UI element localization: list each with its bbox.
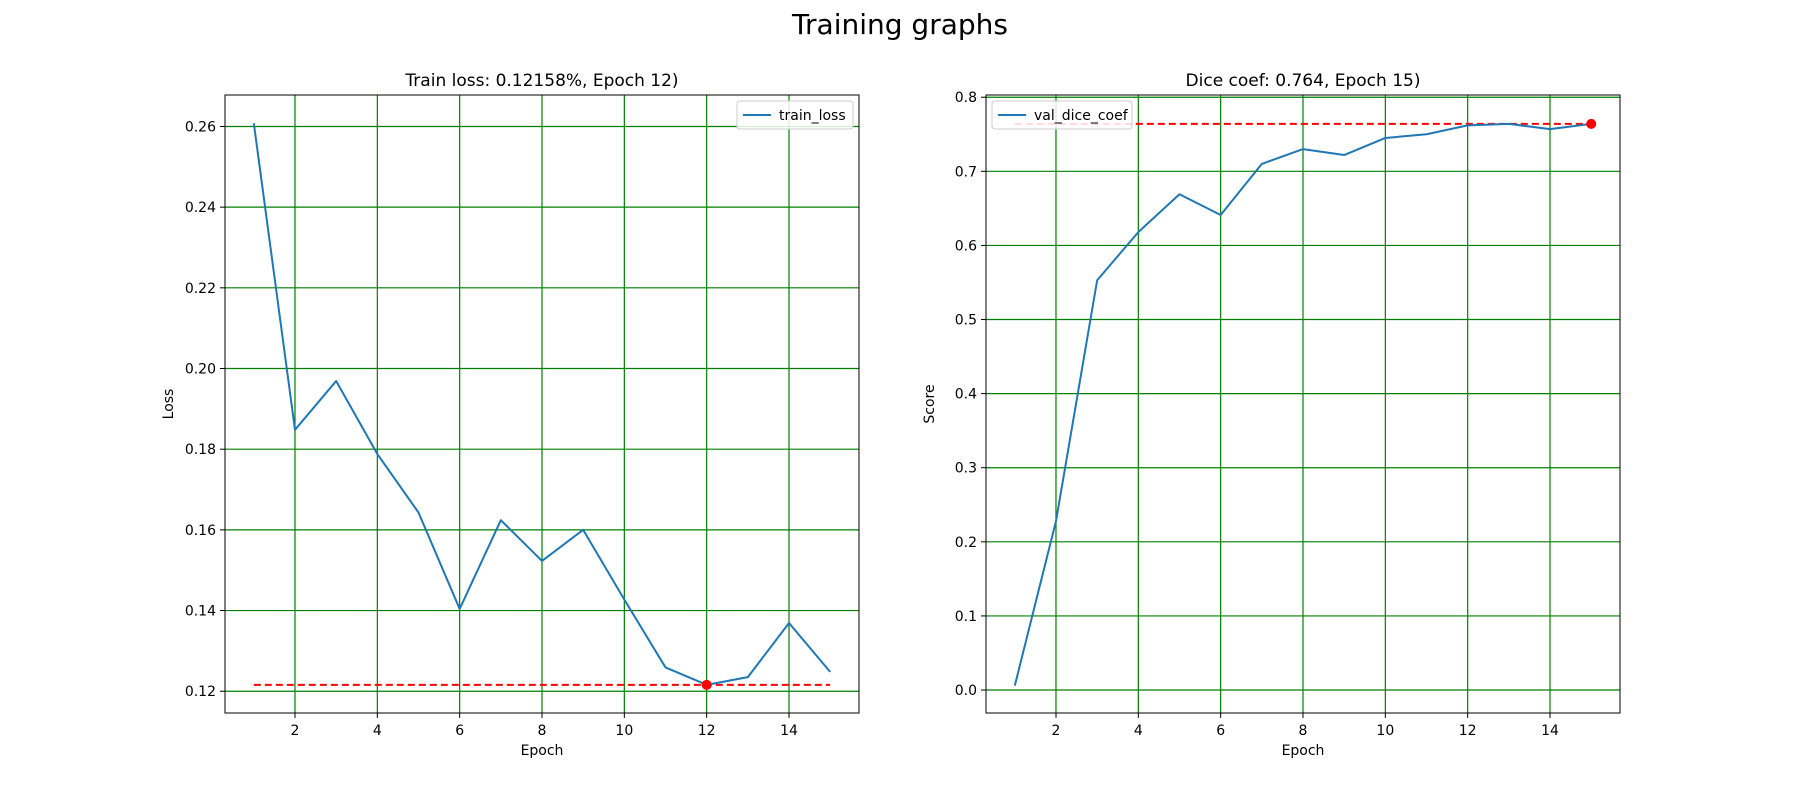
x-tick-label: 10 — [1376, 723, 1394, 739]
best-point-marker — [701, 679, 712, 690]
y-tick-label: 0.12 — [185, 684, 216, 700]
y-tick-label: 0.1 — [955, 609, 977, 625]
y-tick-label: 0.2 — [955, 535, 977, 551]
legend-label: train_loss — [779, 108, 846, 124]
y-tick-label: 0.14 — [185, 604, 216, 620]
legend-box — [991, 100, 1133, 130]
x-tick-label: 2 — [1052, 723, 1061, 739]
y-tick-label: 0.3 — [955, 461, 977, 477]
y-tick-label: 0.20 — [185, 362, 216, 378]
x-tick-label: 2 — [291, 723, 300, 739]
series-line-train_loss — [252, 123, 831, 686]
chart-train-loss: 2 4 6 8 10 12 14 0.12 0.14 0.16 0.18 0.20 0.22 0.24 0.… — [161, 71, 860, 759]
y-tick-label: 0.16 — [185, 523, 216, 539]
chart-title: Train loss: 0.12158%, Epoch 12) — [404, 71, 678, 91]
y-tick-label: 0.24 — [185, 200, 216, 216]
y-tick-label: 0.26 — [185, 119, 216, 135]
y-tick-label: 0.4 — [955, 387, 977, 403]
chart-title: Dice coef: 0.764, Epoch 15) — [1186, 71, 1421, 91]
x-tick-label: 6 — [455, 723, 464, 739]
x-axis-label: Epoch — [521, 743, 564, 759]
y-tick-label: 0.0 — [955, 683, 977, 699]
chart-dice-coef: 2 4 6 8 10 12 14 0.0 0.1 0.2 0.3 0.4 0.5 0.6 0.7 0.8 Dic… — [922, 71, 1621, 759]
legend-box — [736, 100, 854, 130]
y-tick-label: 0.8 — [955, 90, 977, 106]
y-axis-label: Score — [922, 384, 938, 423]
y-tick-label: 0.6 — [955, 238, 977, 254]
x-tick-label: 14 — [780, 723, 798, 739]
y-tick-label: 0.5 — [955, 313, 977, 329]
y-tick-label: 0.18 — [185, 442, 216, 458]
figure-title: Training graphs — [792, 8, 1008, 41]
best-point-marker — [1586, 118, 1597, 129]
x-tick-label: 4 — [1134, 723, 1143, 739]
series-line-val_dice_coef — [1013, 122, 1592, 686]
y-tick-label: 0.22 — [185, 281, 216, 297]
x-tick-label: 14 — [1541, 723, 1559, 739]
x-tick-label: 6 — [1216, 723, 1225, 739]
x-tick-label: 8 — [538, 723, 547, 739]
x-tick-label: 12 — [1459, 723, 1477, 739]
x-tick-label: 4 — [373, 723, 382, 739]
y-tick-label: 0.7 — [955, 164, 977, 180]
x-tick-label: 10 — [615, 723, 633, 739]
x-tick-label: 8 — [1299, 723, 1308, 739]
x-axis-label: Epoch — [1282, 743, 1325, 759]
y-axis-label: Loss — [161, 389, 177, 420]
x-tick-label: 12 — [698, 723, 716, 739]
legend-label: val_dice_coef — [1034, 108, 1129, 124]
